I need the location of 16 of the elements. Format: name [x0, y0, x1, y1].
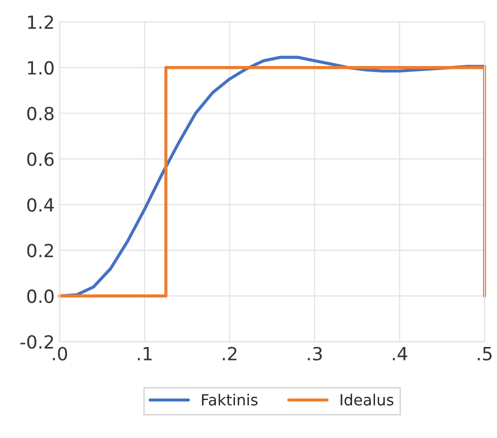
x-tick-label: .0	[52, 346, 68, 360]
y-tick-label: 0.6	[27, 152, 54, 166]
x-tick-label: .2	[222, 346, 236, 360]
legend-label: Faktinis	[202, 394, 258, 406]
x-tick-label: .5	[478, 347, 492, 360]
legend-label: Idealus	[340, 394, 394, 406]
x-tick-label: .4	[392, 347, 408, 360]
y-tick-label: 0.0	[27, 289, 54, 304]
x-tick-label: .1	[138, 347, 152, 360]
y-tick-label: 1.2	[28, 15, 53, 29]
y-tick-label: 0.4	[27, 198, 54, 212]
y-tick-label: -0.2	[20, 335, 53, 349]
y-tick-label: 0.8	[27, 106, 54, 120]
x-tick-label: .3	[308, 346, 322, 360]
y-tick-label: 0.2	[27, 244, 53, 258]
y-tick-label: 1.0	[28, 61, 54, 75]
